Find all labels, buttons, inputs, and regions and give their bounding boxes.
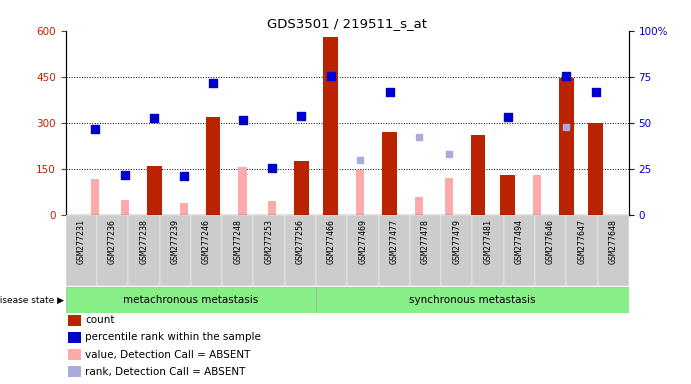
Point bbox=[384, 89, 395, 95]
Title: GDS3501 / 219511_s_at: GDS3501 / 219511_s_at bbox=[267, 17, 427, 30]
Bar bbox=[589, 123, 603, 215]
Bar bbox=[410, 215, 441, 286]
Bar bbox=[500, 175, 515, 215]
Text: GSM277648: GSM277648 bbox=[609, 218, 618, 263]
Bar bbox=[180, 203, 188, 215]
Bar bbox=[285, 215, 316, 286]
Text: GSM277646: GSM277646 bbox=[546, 218, 555, 263]
Text: value, Detection Call = ABSENT: value, Detection Call = ABSENT bbox=[86, 349, 251, 359]
Text: GSM277647: GSM277647 bbox=[578, 218, 587, 263]
Point bbox=[354, 157, 366, 164]
Text: metachronous metastasis: metachronous metastasis bbox=[123, 295, 258, 305]
Text: GSM277481: GSM277481 bbox=[484, 218, 493, 263]
Bar bbox=[68, 332, 81, 343]
Point bbox=[443, 151, 454, 157]
Point bbox=[502, 114, 513, 120]
Point bbox=[149, 115, 160, 121]
Text: GSM277236: GSM277236 bbox=[108, 218, 117, 263]
Point bbox=[325, 73, 337, 79]
Bar bbox=[323, 37, 338, 215]
Point bbox=[207, 80, 218, 86]
Bar bbox=[191, 215, 222, 286]
Bar bbox=[471, 135, 486, 215]
Bar bbox=[316, 215, 347, 286]
Text: GSM277494: GSM277494 bbox=[515, 218, 524, 263]
Bar bbox=[66, 215, 97, 286]
Bar bbox=[444, 178, 453, 215]
Text: GSM277256: GSM277256 bbox=[296, 218, 305, 263]
Bar bbox=[268, 201, 276, 215]
Bar bbox=[348, 215, 379, 286]
Bar bbox=[357, 170, 364, 215]
Bar bbox=[129, 215, 160, 286]
Bar bbox=[598, 215, 629, 286]
Bar bbox=[222, 215, 254, 286]
Point bbox=[414, 134, 425, 140]
Text: synchronous metastasis: synchronous metastasis bbox=[409, 295, 536, 305]
Bar bbox=[68, 315, 81, 326]
Bar bbox=[91, 179, 100, 215]
Text: GSM277231: GSM277231 bbox=[77, 218, 86, 263]
Text: GSM277248: GSM277248 bbox=[234, 218, 243, 263]
Text: percentile rank within the sample: percentile rank within the sample bbox=[86, 333, 261, 343]
Text: GSM277479: GSM277479 bbox=[452, 218, 461, 263]
Text: GSM277238: GSM277238 bbox=[140, 218, 149, 263]
Bar bbox=[415, 197, 423, 215]
Point bbox=[237, 117, 248, 123]
Point bbox=[178, 173, 189, 179]
Bar bbox=[254, 215, 285, 286]
Point bbox=[561, 73, 572, 79]
Bar bbox=[160, 215, 191, 286]
Bar bbox=[441, 215, 473, 286]
Bar bbox=[382, 132, 397, 215]
Text: GSM277478: GSM277478 bbox=[421, 218, 430, 263]
Point bbox=[267, 165, 278, 171]
Text: GSM277239: GSM277239 bbox=[171, 218, 180, 263]
Bar bbox=[535, 215, 566, 286]
Bar bbox=[504, 215, 535, 286]
Bar bbox=[68, 366, 81, 377]
Bar bbox=[68, 349, 81, 360]
Bar bbox=[121, 200, 129, 215]
Point bbox=[120, 172, 131, 178]
Bar bbox=[566, 215, 598, 286]
Bar bbox=[533, 175, 541, 215]
Text: GSM277469: GSM277469 bbox=[359, 218, 368, 263]
Bar bbox=[146, 166, 162, 215]
Point bbox=[296, 113, 307, 119]
Bar bbox=[379, 215, 410, 286]
Bar bbox=[206, 117, 220, 215]
Text: count: count bbox=[86, 315, 115, 325]
Text: disease state ▶: disease state ▶ bbox=[0, 295, 64, 305]
Text: GSM277246: GSM277246 bbox=[202, 218, 211, 263]
Bar bbox=[316, 287, 629, 313]
Text: GSM277477: GSM277477 bbox=[390, 218, 399, 263]
Bar bbox=[97, 215, 129, 286]
Point bbox=[590, 89, 601, 95]
Text: GSM277466: GSM277466 bbox=[327, 218, 336, 263]
Bar bbox=[294, 161, 309, 215]
Bar bbox=[238, 167, 247, 215]
Bar bbox=[559, 78, 574, 215]
Point bbox=[90, 126, 101, 132]
Point bbox=[561, 124, 572, 131]
Bar bbox=[473, 215, 504, 286]
Text: rank, Detection Call = ABSENT: rank, Detection Call = ABSENT bbox=[86, 367, 246, 377]
Bar bbox=[66, 287, 316, 313]
Text: GSM277253: GSM277253 bbox=[265, 218, 274, 263]
